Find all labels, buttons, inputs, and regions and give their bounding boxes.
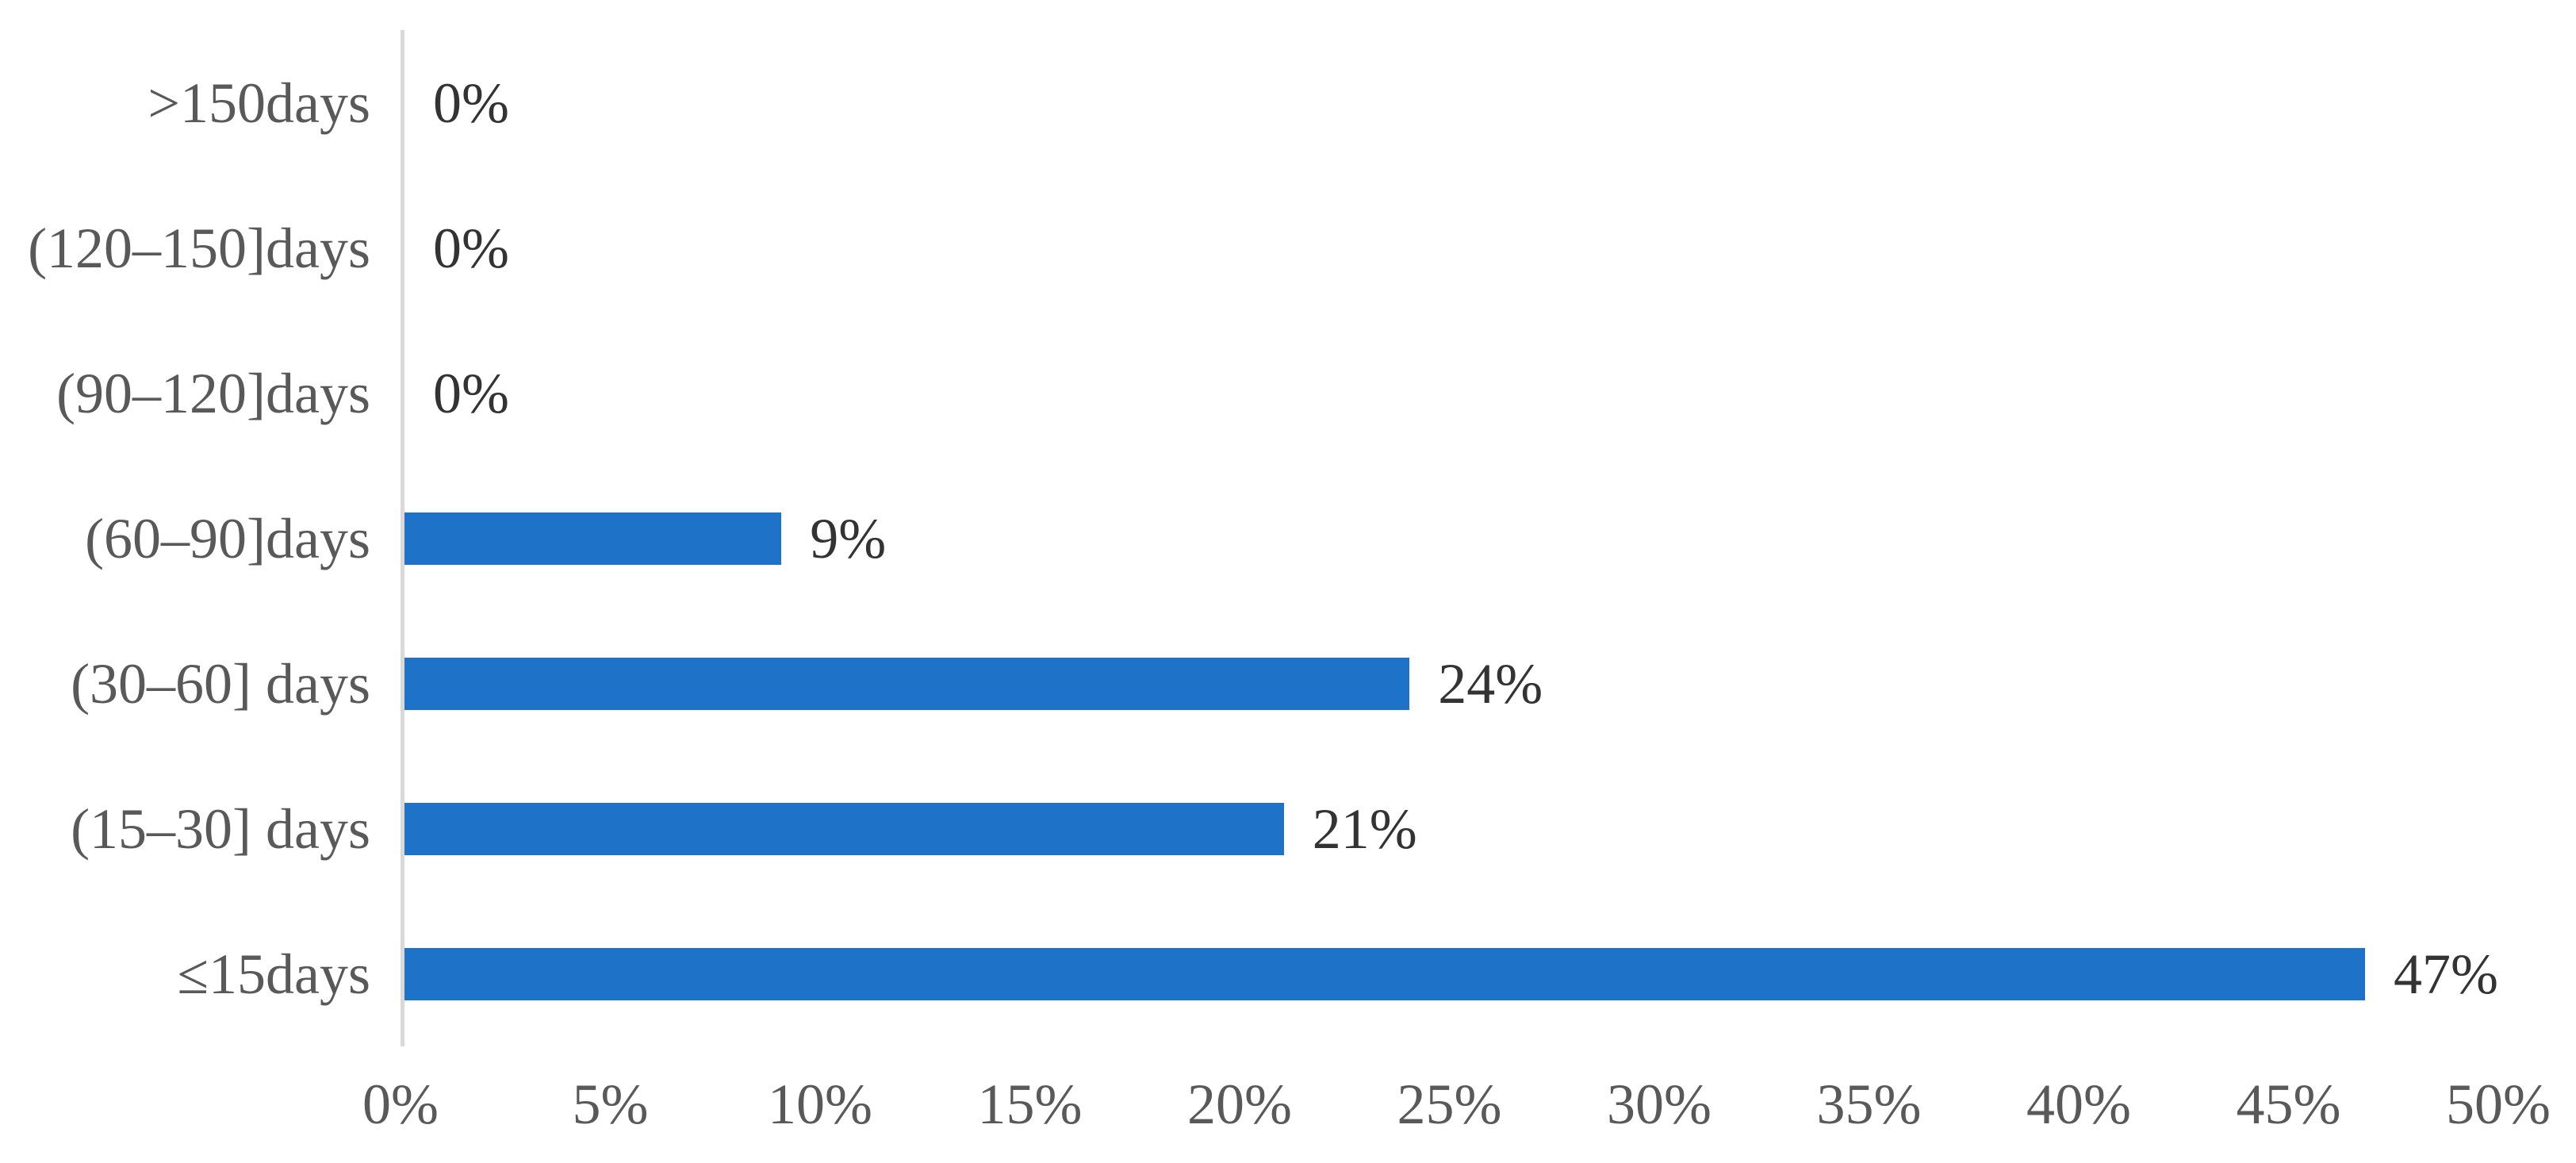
x-tick-label: 10%: [768, 1073, 872, 1136]
value-label: 0%: [433, 361, 509, 425]
bar-track: 0%: [401, 175, 2498, 320]
x-tick-label: 50%: [2446, 1073, 2551, 1136]
value-label: 21%: [1312, 796, 1417, 861]
value-label: 0%: [433, 71, 509, 135]
category-label: (30–60] days: [71, 651, 370, 716]
category-label: ≤15days: [177, 942, 371, 1006]
bar-track: 21%: [401, 756, 2498, 901]
chart-row: (90–120]days 0%: [0, 320, 2576, 466]
bar-track: 24%: [401, 611, 2498, 756]
x-tick-label: 15%: [977, 1073, 1083, 1136]
bar: [404, 512, 782, 565]
chart-row: >150days 0%: [0, 30, 2576, 175]
category-label: (15–30] days: [71, 796, 370, 861]
x-tick-label: 5%: [572, 1073, 649, 1136]
x-axis: 0% 5% 10% 15% 20% 25% 30% 35% 40% 45% 50%: [362, 1073, 2551, 1147]
plot-area: >150days 0% (120–150]days 0% (90–120]days 0%(…: [0, 30, 2576, 1046]
value-label: 47%: [2394, 942, 2498, 1006]
category-label: (120–150]days: [28, 216, 370, 280]
chart-row: ≤15days 47%: [0, 901, 2576, 1046]
bar: [404, 657, 1410, 710]
bar-track: 0%: [401, 320, 2498, 466]
bar: [404, 802, 1284, 855]
y-axis-line: [401, 30, 404, 1046]
x-tick-label: 30%: [1607, 1073, 1712, 1136]
category-label: >150days: [148, 71, 370, 135]
value-label: 9%: [810, 506, 887, 570]
bar-track: 9%: [401, 466, 2498, 611]
bar: [404, 947, 2366, 1000]
x-tick-label: 45%: [2236, 1073, 2341, 1136]
bar-track: 47%: [401, 901, 2498, 1046]
chart-row: (15–30] days 21%: [0, 756, 2576, 901]
chart-row: (120–150]days 0%: [0, 175, 2576, 320]
x-tick-label: 25%: [1397, 1073, 1502, 1136]
value-label: 0%: [433, 216, 509, 280]
x-tick-label: 0%: [362, 1073, 439, 1136]
x-tick-label: 35%: [1816, 1073, 1922, 1136]
value-label: 24%: [1438, 651, 1543, 716]
bar-track: 0%: [401, 30, 2498, 175]
chart-row: (60–90]days 9%: [0, 466, 2576, 611]
x-tick-label: 40%: [2026, 1073, 2131, 1136]
category-label: (90–120]days: [56, 361, 370, 425]
category-label: (60–90]days: [85, 506, 370, 570]
x-tick-label: 20%: [1187, 1073, 1292, 1136]
chart-row: (30–60] days 24%: [0, 611, 2576, 756]
